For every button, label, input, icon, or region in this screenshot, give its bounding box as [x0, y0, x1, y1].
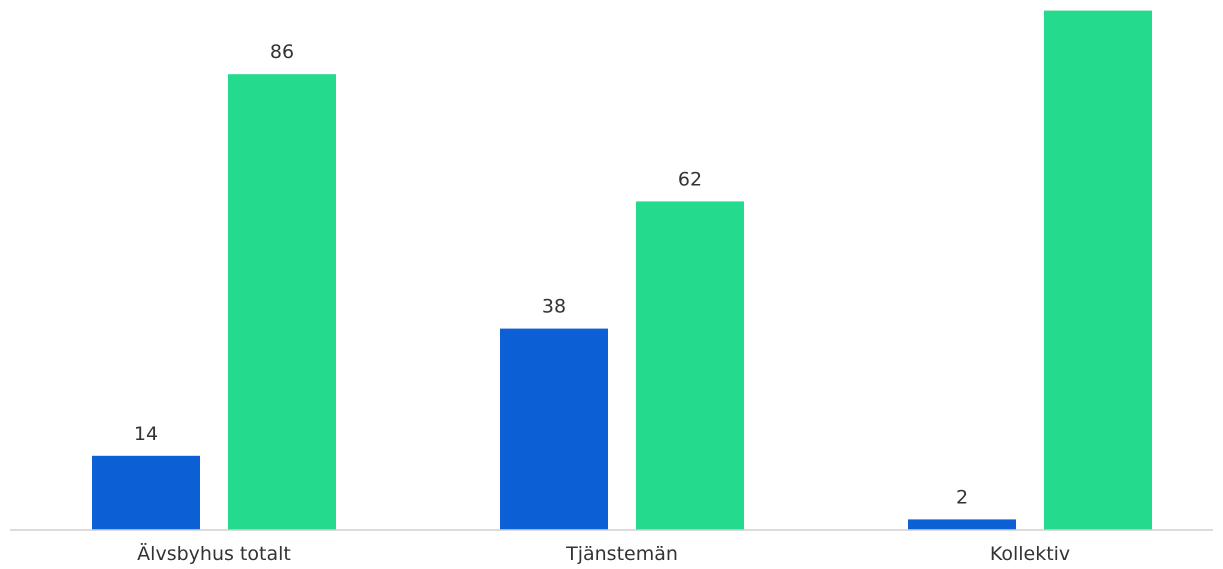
bar-2-0 [908, 519, 1016, 530]
bar-0-1 [228, 74, 336, 530]
category-labels-group: Älvsbyhus totalt Tjänstemän Kollektiv [137, 542, 1070, 565]
category-label-1: Tjänstemän [565, 543, 678, 565]
bar-value-label-0-0: 14 [134, 423, 158, 445]
category-label-2: Kollektiv [990, 543, 1070, 565]
bars-group [92, 10, 1152, 531]
bar-1-0 [500, 328, 608, 530]
bar-1-1 [636, 201, 744, 530]
category-label-0: Älvsbyhus totalt [137, 542, 291, 565]
bar-value-label-2-0: 2 [956, 486, 968, 508]
bar-value-label-0-1: 86 [270, 41, 294, 63]
value-labels-group: 14863862298 [134, 41, 968, 508]
bar-2-1 [1044, 10, 1152, 531]
bar-value-label-1-1: 62 [678, 168, 702, 190]
bar-0-0 [92, 455, 200, 530]
bar-value-label-1-0: 38 [542, 296, 566, 318]
